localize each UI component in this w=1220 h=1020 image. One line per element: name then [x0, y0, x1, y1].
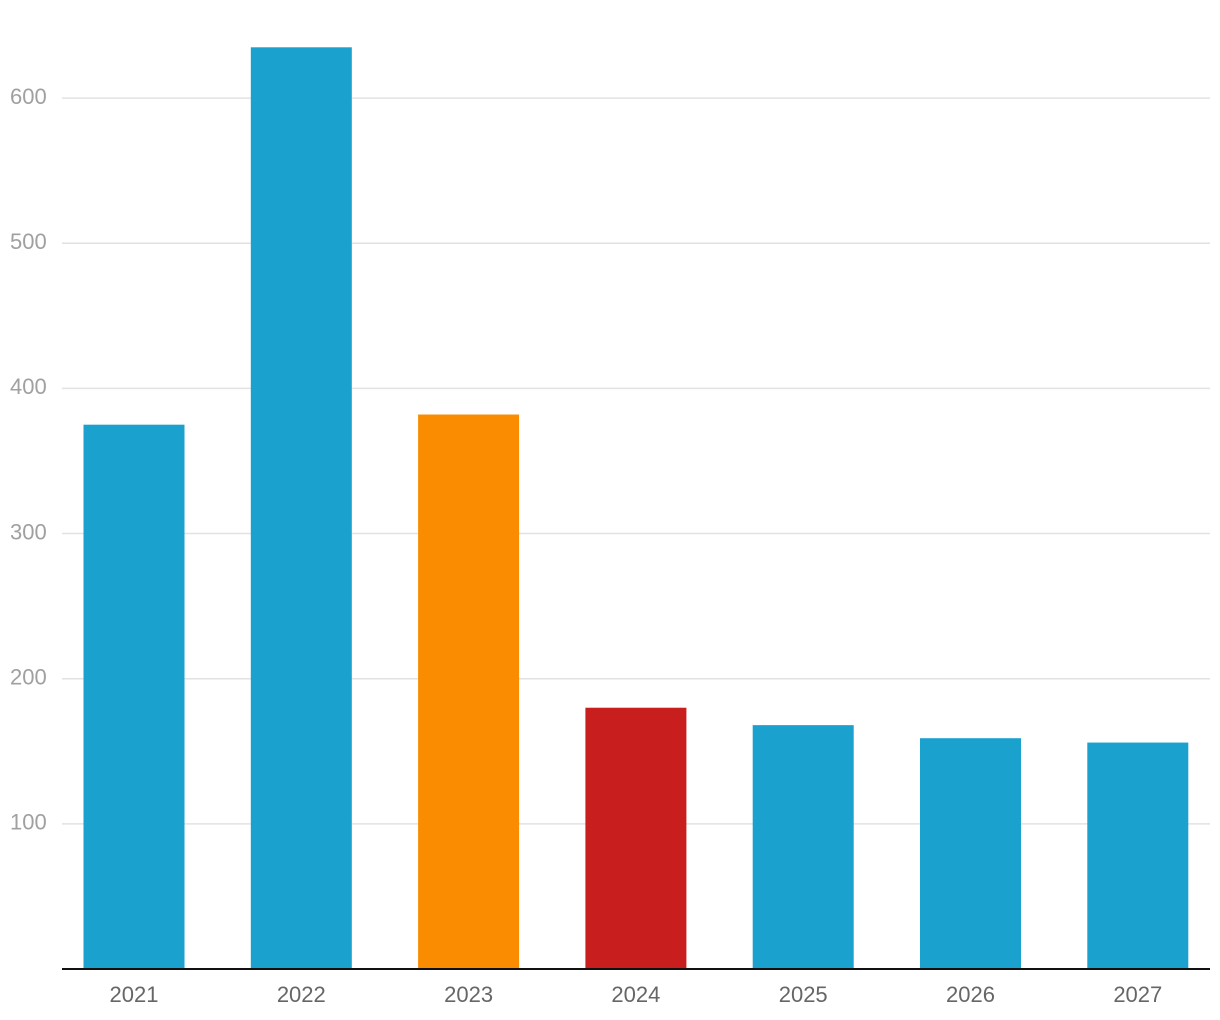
y-tick-label: 300	[10, 519, 47, 544]
y-tick-label: 500	[10, 229, 47, 254]
x-tick-label: 2024	[611, 982, 660, 1007]
bar	[585, 707, 687, 969]
bar	[418, 414, 520, 969]
bar	[1087, 742, 1189, 969]
bar	[920, 738, 1021, 969]
x-tick-label: 2023	[444, 982, 493, 1007]
y-tick-label: 200	[10, 665, 47, 690]
x-tick-label: 2027	[1113, 982, 1162, 1007]
x-tick-label: 2021	[110, 982, 159, 1007]
y-tick-label: 600	[10, 84, 47, 109]
y-tick-label: 400	[10, 374, 47, 399]
bar	[250, 47, 352, 969]
y-tick-label: 100	[10, 810, 47, 835]
x-tick-label: 2022	[277, 982, 326, 1007]
x-tick-label: 2026	[946, 982, 995, 1007]
bar	[83, 424, 185, 969]
x-tick-label: 2025	[779, 982, 828, 1007]
bar	[752, 725, 854, 969]
